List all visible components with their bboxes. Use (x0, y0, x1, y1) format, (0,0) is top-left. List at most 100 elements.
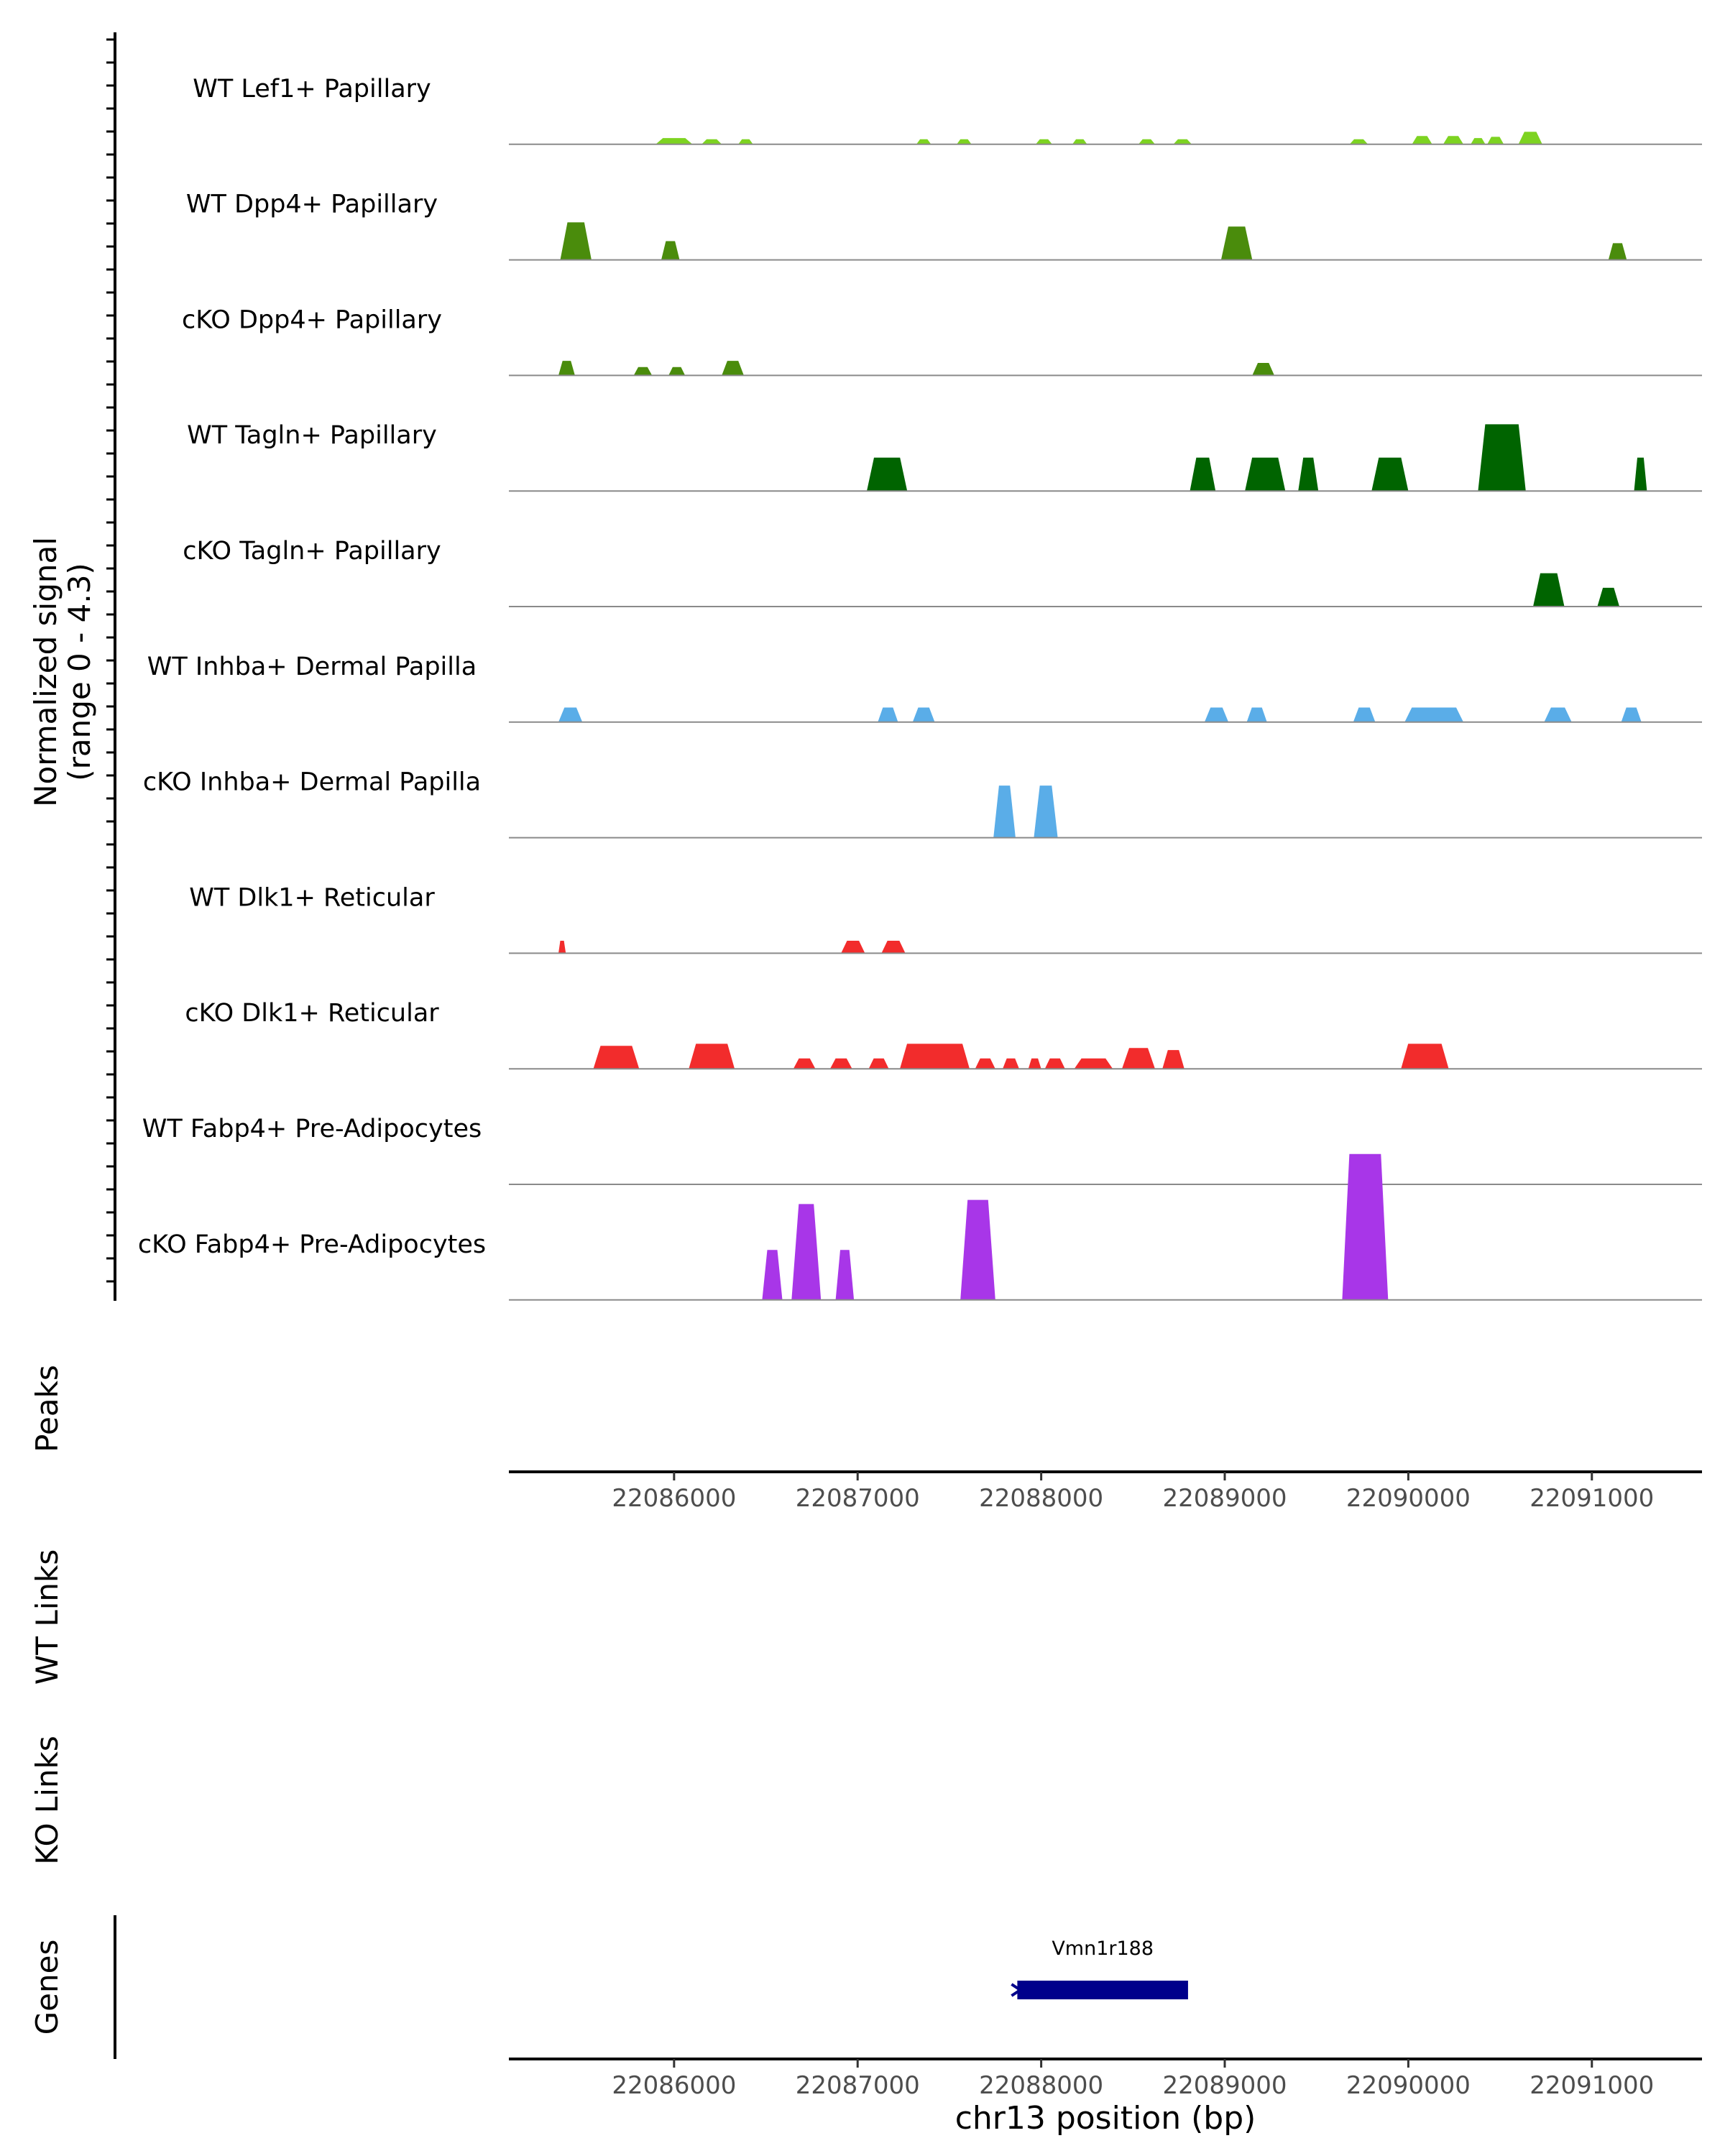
signal-area (1597, 587, 1620, 607)
signal-area (1349, 139, 1368, 144)
signal-area (993, 786, 1016, 838)
signal-area (689, 1044, 735, 1069)
track-label: cKO Fabp4+ Pre-Adipocytes (138, 1230, 486, 1259)
signal-area (1028, 1058, 1041, 1069)
signal-area (593, 1046, 640, 1069)
signal-area (661, 241, 680, 260)
track-label: cKO Dlk1+ Reticular (185, 999, 439, 1028)
signal-area (558, 941, 566, 954)
x-tick-label: 22091000 (1530, 2071, 1654, 2100)
signal-area (1034, 786, 1058, 838)
signal-area (1404, 707, 1463, 722)
signal-area (633, 367, 653, 376)
signal-area (1533, 573, 1565, 607)
genes-x-axis-ticks: 22086000 22087000 22088000 22089000 22090000… (612, 2059, 1654, 2100)
signal-area (1621, 707, 1642, 722)
x-tick-label: 22090000 (1346, 2071, 1471, 2100)
ko-links-label: KO Links (29, 1736, 65, 1865)
signal-area (722, 361, 744, 376)
signal-area (900, 1044, 970, 1069)
peaks-x-axis-ticks: 22086000 22087000 22088000 22089000 22090000… (612, 1472, 1654, 1513)
genes-label: Genes (29, 1940, 65, 2035)
signal-area (1478, 424, 1526, 492)
track-4: WT Tagln+ Papillary (187, 421, 1702, 492)
signal-area (1173, 139, 1192, 144)
signal-area (1634, 457, 1647, 492)
track-label: WT Lef1+ Papillary (193, 75, 431, 103)
signal-area (1487, 137, 1504, 144)
signal-area (1246, 707, 1267, 722)
signal-area (1298, 457, 1319, 492)
x-tick-label: 22089000 (1162, 2071, 1287, 2100)
y-axis-title: Normalized signal (28, 537, 63, 807)
signal-area (1220, 226, 1253, 260)
signal-area (912, 707, 935, 722)
signal-area (558, 707, 583, 722)
signal-area (1162, 1050, 1184, 1069)
signal-area (1471, 138, 1486, 144)
signal-area (1443, 136, 1463, 144)
signal-area (558, 361, 575, 376)
signal-area (916, 139, 932, 144)
signal-y-axis-ticks (106, 38, 115, 1283)
signal-area (1003, 1058, 1019, 1069)
signal-area (1072, 139, 1087, 144)
signal-area (1190, 457, 1216, 492)
signal-area (1608, 243, 1627, 260)
x-tick-label: 22086000 (612, 1484, 736, 1513)
signal-area (1138, 139, 1155, 144)
signal-area (1401, 1044, 1449, 1069)
x-tick-label: 22091000 (1530, 1484, 1654, 1513)
x-tick-label: 22087000 (796, 2071, 920, 2100)
x-tick-label: 22090000 (1346, 1484, 1471, 1513)
signal-area (829, 1058, 852, 1069)
signal-area (881, 941, 906, 954)
signal-area (1122, 1048, 1155, 1069)
signal-area (1204, 707, 1229, 722)
signal-area (738, 139, 753, 144)
coverage-tracks: WT Lef1+ Papillary WT Dpp4+ Papillary cKO … (138, 75, 1702, 1301)
signal-area (1353, 707, 1376, 722)
track-label: cKO Tagln+ Papillary (183, 537, 441, 566)
track-1: WT Lef1+ Papillary (193, 75, 1702, 145)
track-label: WT Dpp4+ Papillary (186, 190, 438, 219)
track-5: cKO Tagln+ Papillary (183, 537, 1702, 607)
signal-area (1036, 139, 1052, 144)
signal-area (668, 367, 686, 376)
signal-area (960, 1199, 995, 1300)
x-tick-label: 22088000 (979, 2071, 1103, 2100)
signal-area (1518, 132, 1542, 144)
signal-area (1252, 363, 1274, 376)
signal-area (560, 222, 592, 260)
track-label: WT Fabp4+ Pre-Adipocytes (142, 1115, 482, 1143)
x-tick-label: 22088000 (979, 1484, 1103, 1513)
signal-area (1371, 457, 1409, 492)
x-tick-label: 22086000 (612, 2071, 736, 2100)
gene-body (1017, 1981, 1188, 1999)
track-11: cKO Fabp4+ Pre-Adipocytes (138, 1153, 1702, 1301)
track-6: WT Inhba+ Dermal Papilla (147, 653, 1702, 723)
track-label: WT Inhba+ Dermal Papilla (147, 653, 477, 681)
track-2: WT Dpp4+ Papillary (186, 190, 1702, 261)
track-label: WT Tagln+ Papillary (187, 421, 437, 450)
y-axis-subtitle: (range 0 - 4.3) (62, 563, 97, 781)
signal-area (656, 138, 693, 144)
track-3: cKO Dpp4+ Papillary (182, 305, 1702, 377)
track-9: cKO Dlk1+ Reticular (185, 999, 1702, 1070)
signal-area (868, 1058, 889, 1069)
wt-links-label: WT Links (29, 1549, 65, 1685)
track-label: cKO Inhba+ Dermal Papilla (143, 768, 481, 797)
x-tick-label: 22089000 (1162, 1484, 1287, 1513)
signal-area (878, 707, 898, 722)
signal-area (835, 1250, 855, 1300)
signal-area (702, 139, 722, 144)
signal-area (1044, 1058, 1065, 1069)
gene-label: Vmn1r188 (1052, 1938, 1154, 1960)
signal-area (793, 1058, 816, 1069)
signal-area (867, 457, 908, 492)
signal-area (957, 139, 972, 144)
x-tick-label: 22087000 (796, 1484, 920, 1513)
track-label: cKO Dpp4+ Papillary (182, 305, 442, 334)
signal-area (1074, 1058, 1113, 1069)
